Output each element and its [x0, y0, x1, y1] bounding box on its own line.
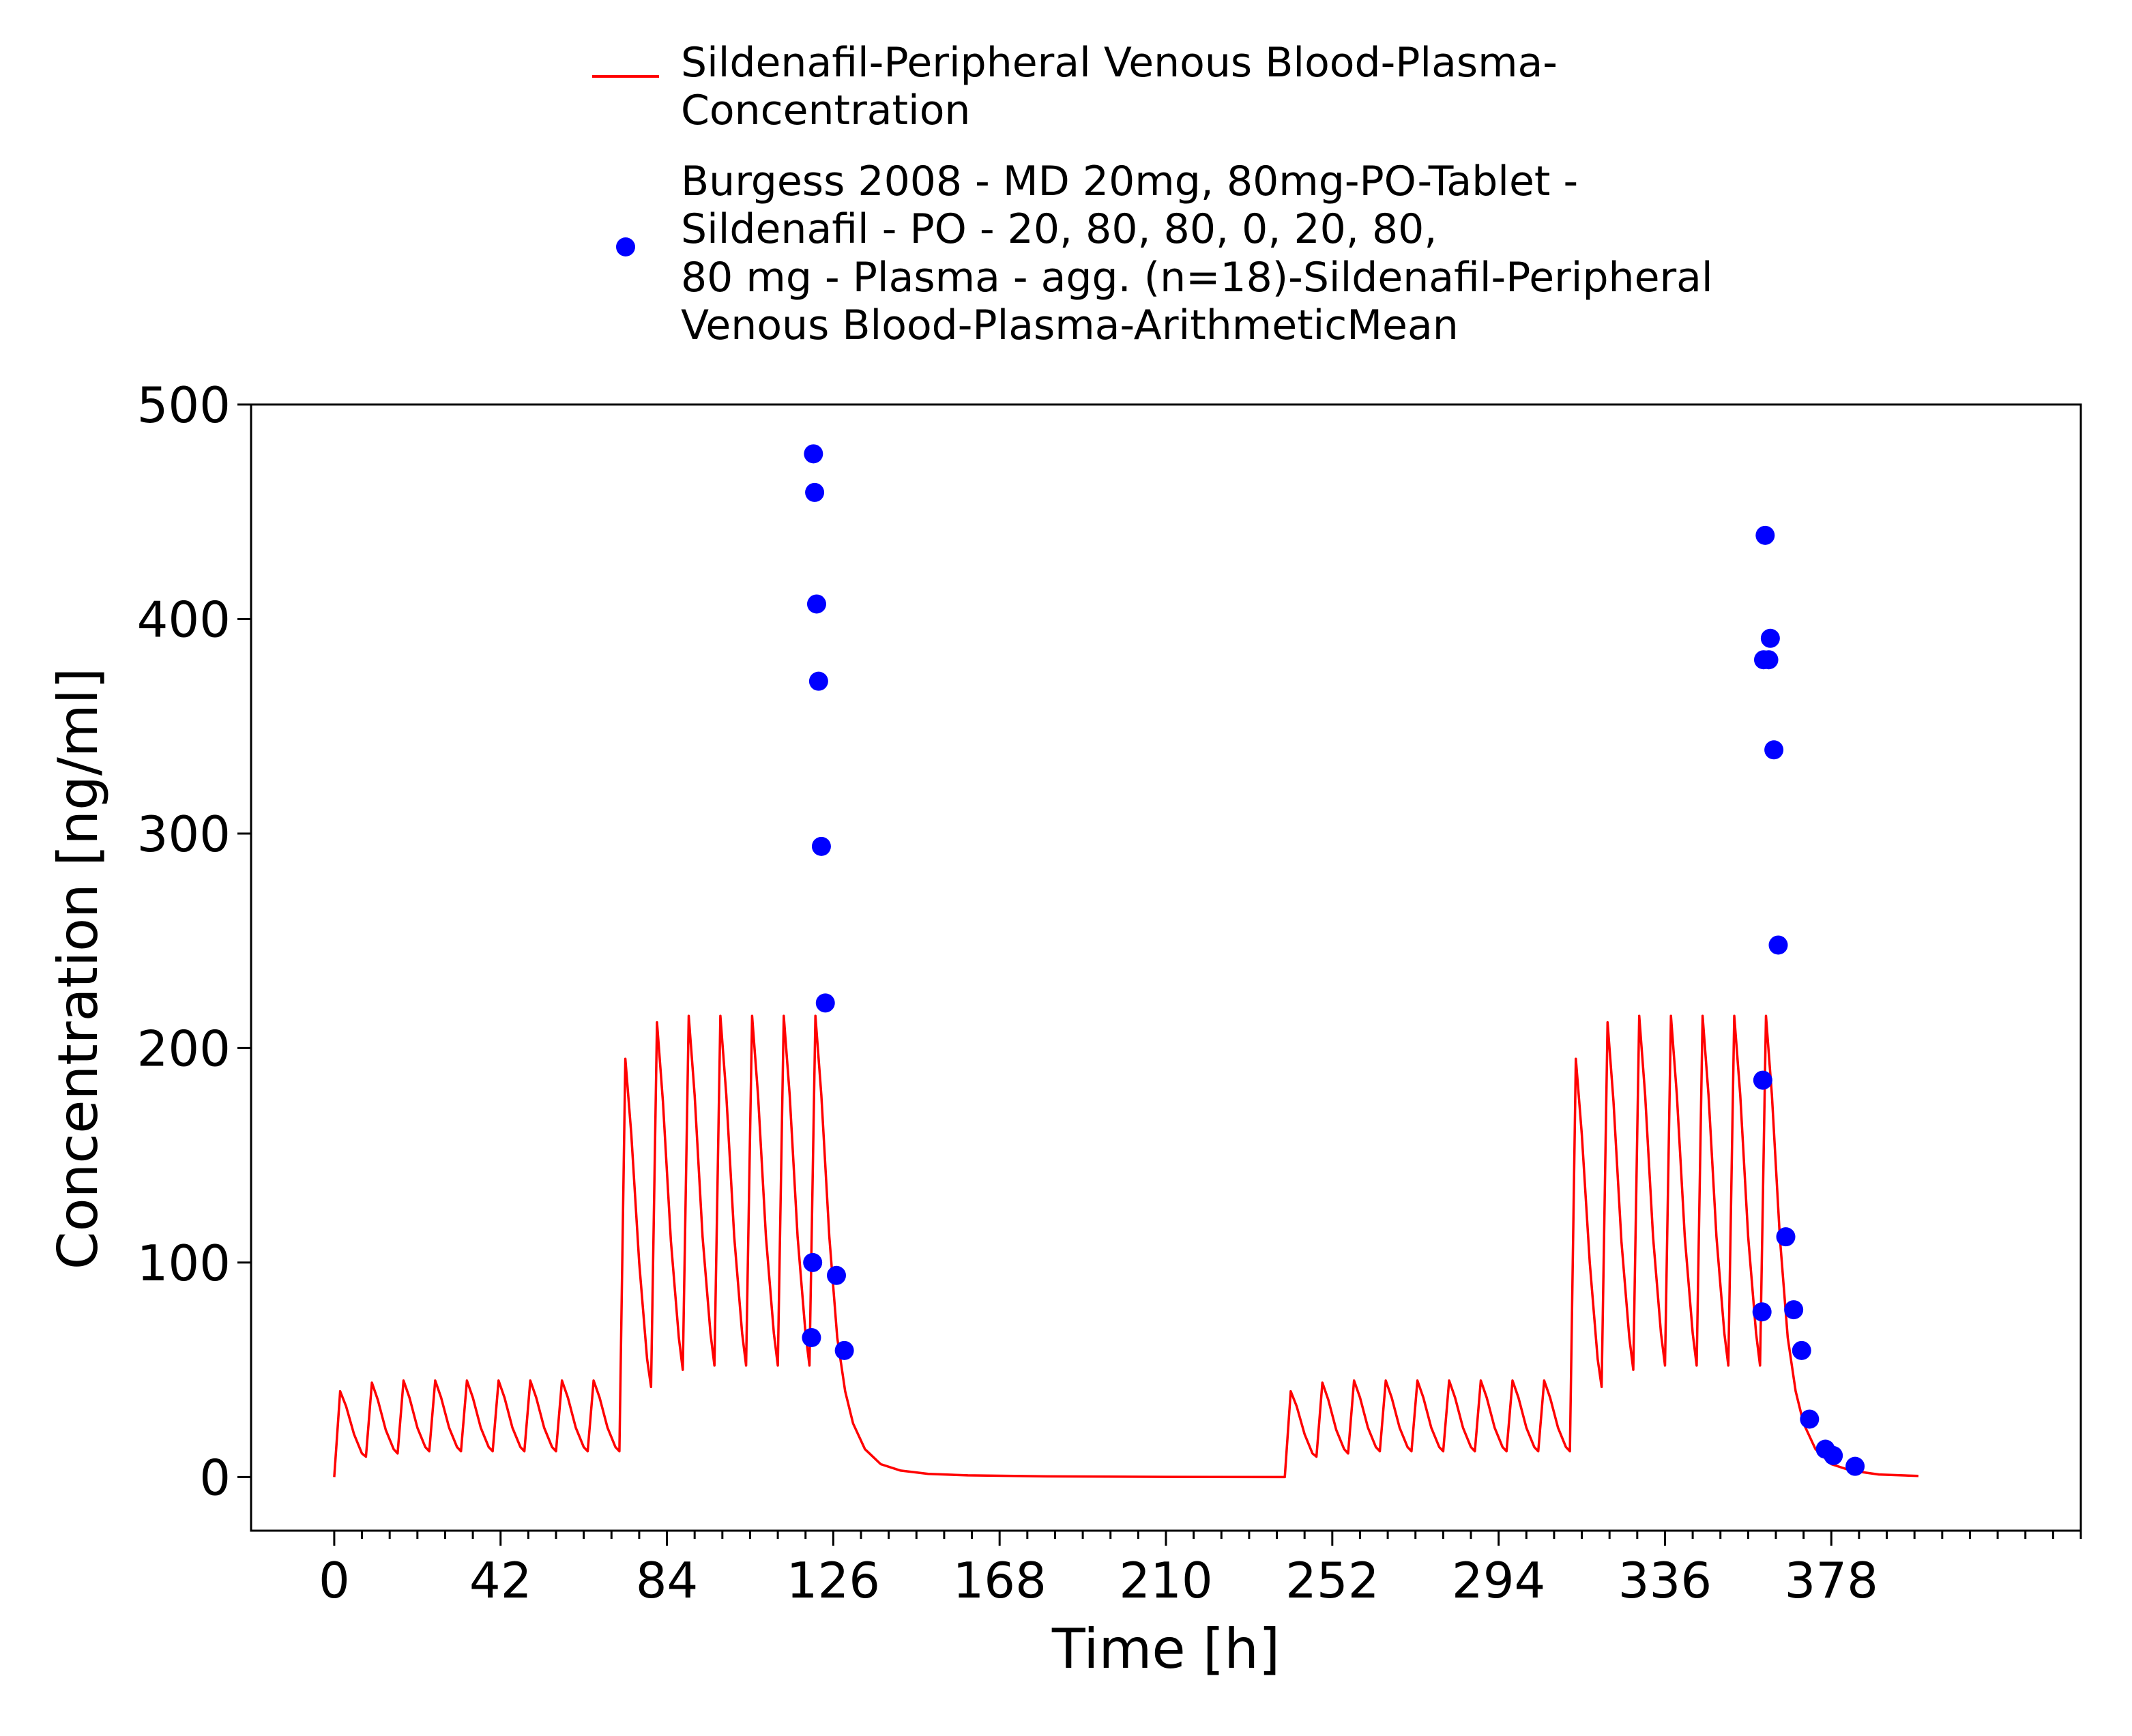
legend-line-label-2: Concentration: [681, 87, 970, 134]
legend: Sildenafil-Peripheral Venous Blood-Plasm…: [592, 39, 1713, 349]
observed-data-point: [1800, 1409, 1820, 1429]
x-tick-label: 252: [1285, 1552, 1379, 1609]
observed-data-point: [804, 444, 823, 464]
legend-marker-label-3: 80 mg - Plasma - agg. (n=18)-Sildenafil-…: [681, 254, 1713, 301]
y-tick-label: 200: [137, 1020, 231, 1077]
x-axis-title: Time [h]: [1051, 1617, 1280, 1681]
observed-data-point: [1759, 650, 1779, 670]
legend-marker-label-2: Sildenafil - PO - 20, 80, 80, 0, 20, 80,: [681, 205, 1437, 253]
x-tick-label: 336: [1618, 1552, 1712, 1609]
observed-data-point: [806, 594, 826, 614]
x-tick-label: 0: [319, 1552, 350, 1609]
x-axis-ticks: 0 42 84 126 168 210 252 294 336 378: [319, 1531, 2082, 1609]
observed-data-point: [827, 1265, 847, 1285]
y-tick-label: 300: [137, 806, 231, 863]
x-tick-label: 84: [636, 1552, 699, 1609]
observed-data-point: [1845, 1456, 1865, 1476]
legend-line-label-1: Sildenafil-Peripheral Venous Blood-Plasm…: [681, 39, 1558, 87]
observed-data-point: [1753, 1070, 1772, 1090]
observed-data-point: [834, 1340, 854, 1360]
observed-data-point: [803, 1252, 823, 1272]
observed-data-point: [811, 836, 831, 856]
observed-data-point: [805, 482, 825, 502]
series-layer: [333, 444, 1919, 1479]
observed-data-point: [1764, 740, 1784, 760]
y-tick-label: 400: [137, 591, 231, 648]
observed-data-point: [1760, 628, 1780, 648]
x-tick-label: 210: [1119, 1552, 1212, 1609]
observed-data-point: [1824, 1445, 1843, 1465]
observed-data-point: [1768, 935, 1788, 955]
y-tick-label: 0: [199, 1449, 231, 1506]
observed-data-point: [1752, 1302, 1772, 1322]
observed-data-point: [808, 671, 828, 691]
legend-marker-label-4: Venous Blood-Plasma-ArithmeticMean: [681, 301, 1459, 349]
observed-data-point: [815, 993, 835, 1013]
legend-marker-swatch: [616, 237, 635, 256]
y-tick-label: 100: [137, 1235, 231, 1292]
observed-data-point: [1776, 1227, 1796, 1247]
x-tick-label: 168: [952, 1552, 1046, 1609]
observed-data-point: [802, 1327, 821, 1347]
y-tick-label: 500: [137, 377, 231, 434]
y-axis-ticks: 0 100 200 300 400 500: [137, 377, 251, 1506]
x-tick-label: 126: [787, 1552, 880, 1609]
observed-data-point: [1792, 1340, 1811, 1360]
simulated-concentration-line: [333, 1014, 1919, 1479]
x-tick-label: 42: [469, 1552, 532, 1609]
x-tick-label: 294: [1452, 1552, 1545, 1609]
x-tick-label: 378: [1785, 1552, 1878, 1609]
legend-marker-label-1: Burgess 2008 - MD 20mg, 80mg-PO-Tablet -: [681, 158, 1578, 205]
y-axis-title: Concentration [ng/ml]: [46, 668, 110, 1269]
observed-data-point: [1755, 525, 1775, 545]
observed-data-point: [1784, 1300, 1804, 1320]
